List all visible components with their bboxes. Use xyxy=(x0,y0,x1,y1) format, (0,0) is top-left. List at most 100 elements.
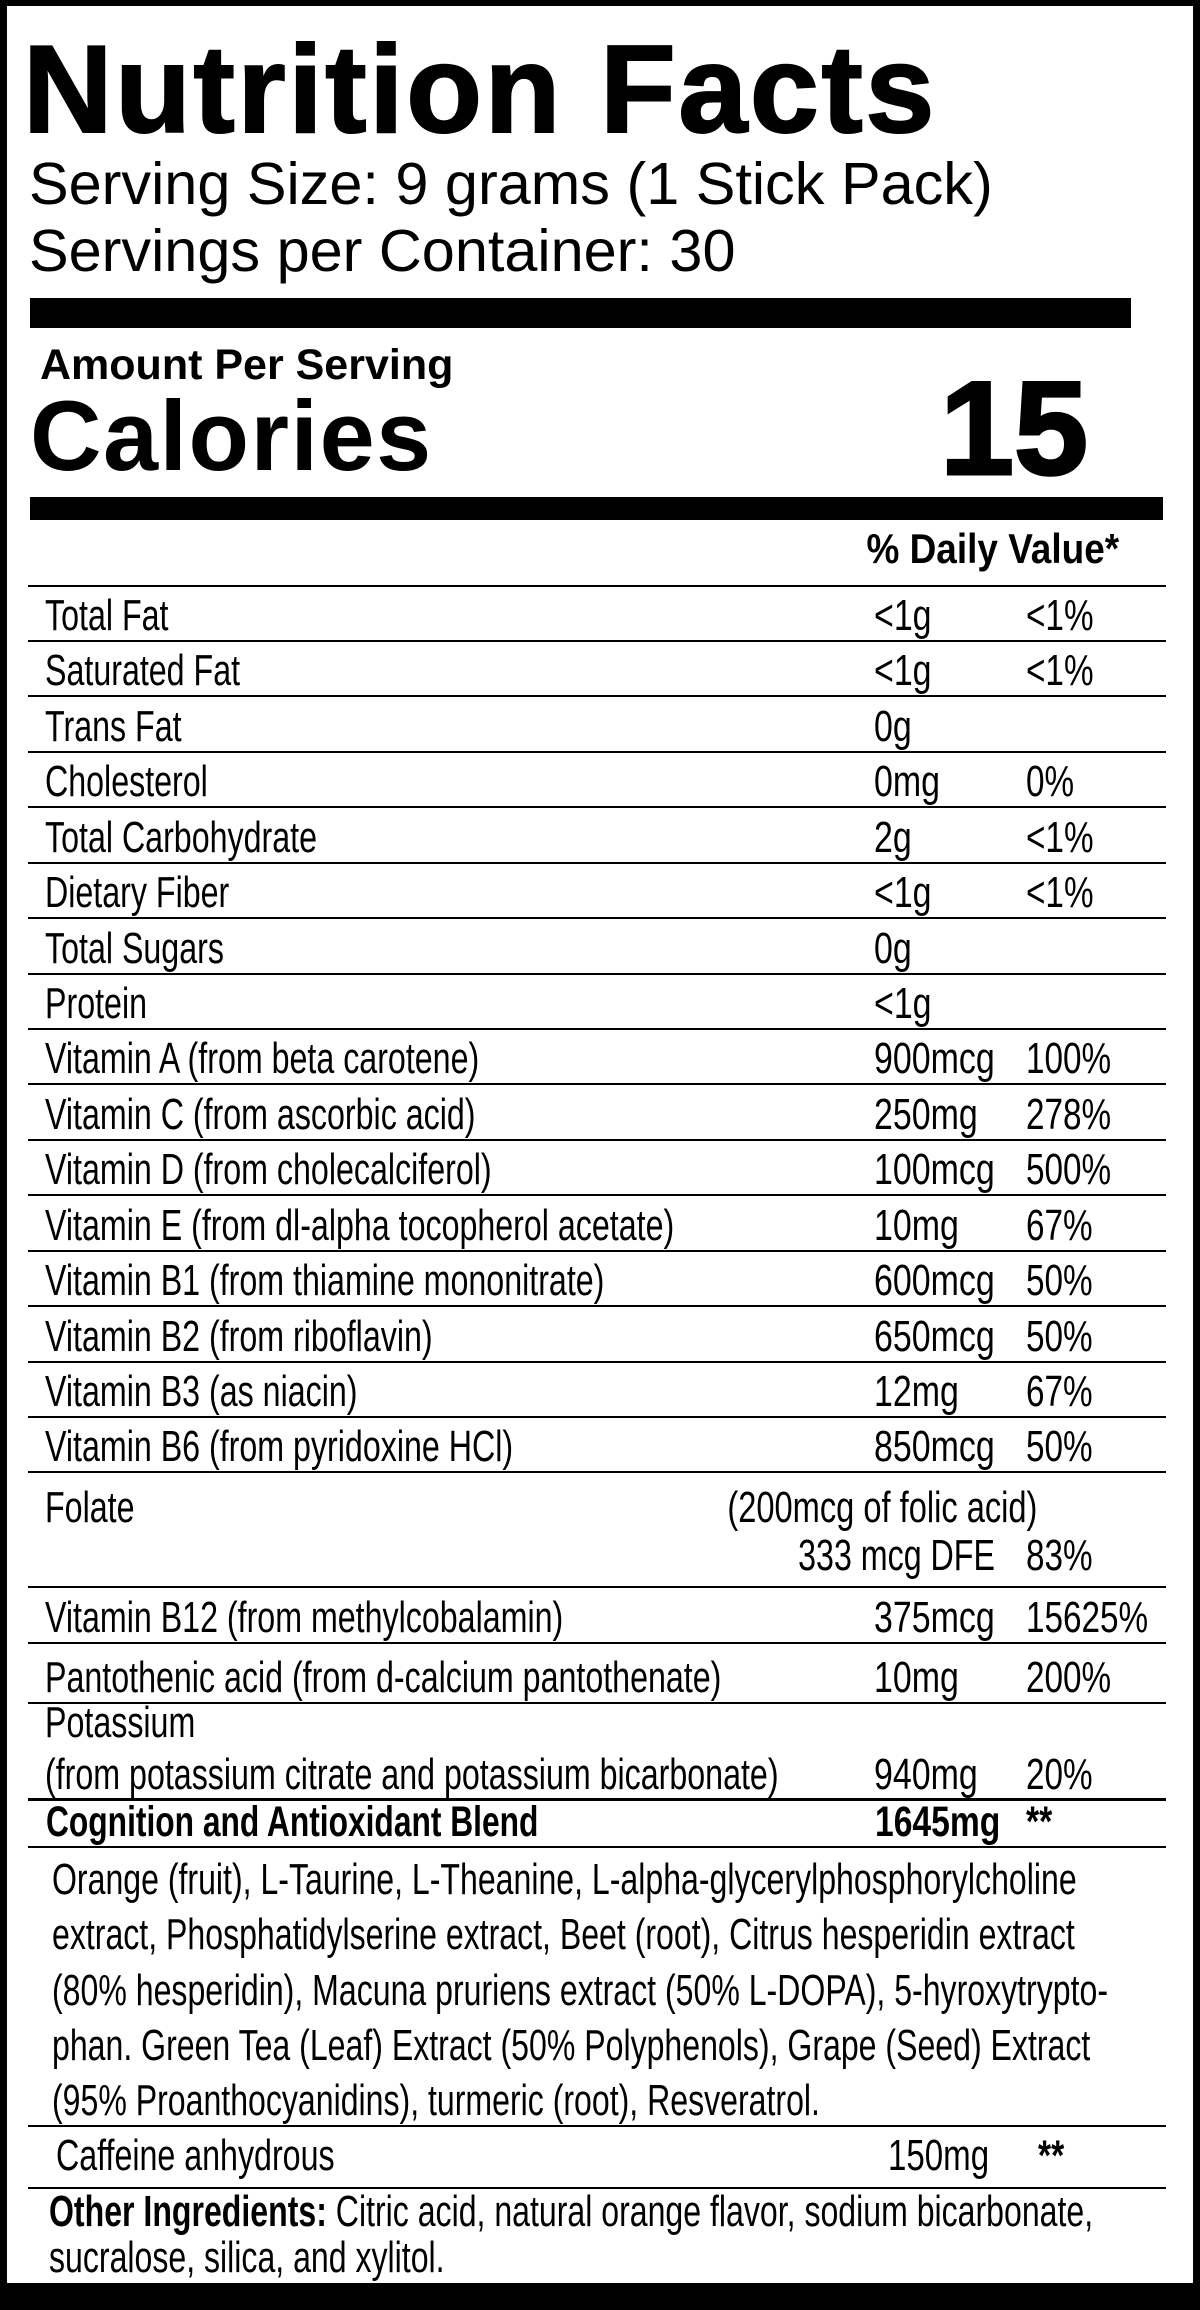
row-separator xyxy=(28,2125,1166,2127)
blend-ingredients-line: (80% hesperidin), Macuna pruriens extrac… xyxy=(52,1966,1108,2015)
nutrient-name: Vitamin B2 (from riboflavin) xyxy=(45,1313,433,1361)
table-row: Total Carbohydrate xyxy=(45,814,413,862)
nutrient-dv: 0% xyxy=(1026,758,1075,806)
table-row: Total Sugars xyxy=(45,925,287,973)
nutrient-amount: 0mg xyxy=(874,758,941,806)
row-separator xyxy=(28,1586,1166,1588)
page-title: Nutrition Facts xyxy=(22,20,937,159)
serving-size: Serving Size: 9 grams (1 Stick Pack) xyxy=(29,149,993,217)
nutrient-amount: 375mcg xyxy=(874,1594,995,1642)
row-separator xyxy=(28,1702,1166,1704)
blend-ingredients-line: extract, Phosphatidylserine extract, Bee… xyxy=(52,1911,1075,1960)
blend-ingredients-line: phan. Green Tea (Leaf) Extract (50% Poly… xyxy=(52,2021,1091,2070)
row-separator xyxy=(28,2187,1166,2189)
nutrient-name: Trans Fat xyxy=(45,703,182,751)
folate-label: Folate xyxy=(45,1484,135,1532)
nutrient-name: Cholesterol xyxy=(45,758,208,806)
row-separator xyxy=(28,806,1166,808)
nutrient-amount: 600mcg xyxy=(874,1257,995,1305)
table-row: Pantothenic acid (from d-calcium pantoth… xyxy=(45,1656,959,1701)
nutrient-amount: 650mcg xyxy=(874,1313,995,1361)
blend-label: Cognition and Antioxidant Blend xyxy=(46,1797,539,1846)
nutrient-amount: 900mcg xyxy=(874,1035,995,1083)
blend-ingredients-line: (95% Proanthocyanidins), turmeric (root)… xyxy=(52,2077,820,2126)
row-separator xyxy=(28,1471,1166,1473)
row-separator xyxy=(28,862,1166,864)
folate-dv: 83% xyxy=(1026,1532,1093,1580)
row-separator xyxy=(28,1083,1166,1085)
table-row: Vitamin E (from dl-alpha tocopherol acet… xyxy=(45,1204,895,1249)
nutrient-name: Vitamin C (from ascorbic acid) xyxy=(45,1091,476,1139)
row-separator xyxy=(28,585,1166,587)
nutrient-amount: <1g xyxy=(874,980,932,1028)
blend-amount: 1645mg xyxy=(875,1797,1001,1846)
nutrient-dv: 15625% xyxy=(1026,1594,1149,1642)
table-row: Vitamin A (from beta carotene) xyxy=(45,1035,632,1083)
nutrient-name: Total Carbohydrate xyxy=(45,814,317,862)
nutrient-amount: <1g xyxy=(874,647,932,695)
row-separator xyxy=(28,917,1166,919)
row-separator xyxy=(28,1642,1166,1644)
nutrient-amount: 100mcg xyxy=(874,1146,995,1194)
other-ingredients-line2: sucralose, silica, and xylitol. xyxy=(49,2234,445,2283)
nutrient-name: Vitamin B3 (as niacin) xyxy=(45,1368,358,1416)
nutrient-name: Protein xyxy=(45,980,147,1028)
row-separator xyxy=(28,1305,1166,1307)
nutrient-amount: 2g xyxy=(874,814,912,862)
nutrient-amount: 10mg xyxy=(874,1202,959,1250)
potassium-amount: 940mg xyxy=(874,1750,978,1799)
row-separator xyxy=(28,1846,1166,1848)
calories-value: 15 xyxy=(939,354,1090,503)
nutrient-amount: 0g xyxy=(874,925,912,973)
table-row: Vitamin B12 (from methylcobalamin) xyxy=(45,1596,745,1641)
nutrient-dv: 500% xyxy=(1026,1146,1112,1194)
border-bottom xyxy=(0,2283,1200,2310)
calories-label: Calories xyxy=(30,379,433,491)
nutrient-name: Vitamin A (from beta carotene) xyxy=(45,1035,480,1083)
table-row: Vitamin B6 (from pyridoxine HCl) xyxy=(45,1425,678,1470)
nutrient-name: Dietary Fiber xyxy=(45,869,230,917)
servings-per-container: Servings per Container: 30 xyxy=(29,216,736,284)
table-row: Vitamin D (from cholecalciferol) xyxy=(45,1148,649,1193)
nutrient-name: Vitamin B1 (from thiamine mononitrate) xyxy=(45,1257,605,1305)
other-ingredients-line1: Other Ingredients: Citric acid, natural … xyxy=(49,2187,1094,2236)
thick-rule-top xyxy=(30,298,1131,328)
nutrient-dv: 50% xyxy=(1026,1423,1093,1471)
daily-value-header: % Daily Value* xyxy=(866,525,1120,573)
table-row: Vitamin C (from ascorbic acid) xyxy=(45,1091,627,1139)
table-row: Vitamin B2 (from riboflavin) xyxy=(45,1313,569,1361)
border-right xyxy=(1193,0,1200,2310)
table-row: Cholesterol xyxy=(45,758,265,806)
border-top xyxy=(0,0,1200,6)
table-row: Vitamin B1 (from thiamine mononitrate) xyxy=(45,1257,801,1305)
nutrient-name: Total Sugars xyxy=(45,925,224,973)
table-row: Vitamin B3 (as niacin) xyxy=(45,1368,467,1416)
row-separator xyxy=(28,1361,1166,1363)
caffeine-label: Caffeine anhydrous xyxy=(56,2131,335,2180)
row-separator xyxy=(28,751,1166,753)
blend-ingredients-line: Orange (fruit), L-Taurine, L-Theanine, L… xyxy=(52,1855,1077,1904)
nutrient-dv: <1% xyxy=(1026,814,1094,862)
nutrient-name: Saturated Fat xyxy=(45,647,241,695)
nutrient-dv: 50% xyxy=(1026,1313,1093,1361)
border-left xyxy=(0,0,7,2310)
folate-amount: 333 mcg DFE xyxy=(798,1532,995,1580)
nutrient-amount: <1g xyxy=(874,592,932,640)
potassium-label: Potassium xyxy=(45,1698,196,1747)
caffeine-amount: 150mg xyxy=(888,2131,990,2180)
table-row: Total Fat xyxy=(45,594,168,639)
thick-rule-mid xyxy=(30,497,1163,520)
blend-dv: ** xyxy=(1026,1797,1053,1846)
nutrient-amount: 12mg xyxy=(874,1368,959,1416)
nutrient-dv: 100% xyxy=(1026,1035,1112,1083)
nutrient-amount: <1g xyxy=(874,869,932,917)
table-row: Protein xyxy=(45,980,183,1028)
row-separator xyxy=(28,695,1166,697)
nutrient-amount: 850mcg xyxy=(874,1423,995,1471)
row-separator xyxy=(28,640,1166,642)
potassium-dv: 20% xyxy=(1026,1750,1093,1799)
nutrient-dv: 50% xyxy=(1026,1257,1093,1305)
nutrient-dv: <1% xyxy=(1026,592,1094,640)
nutrient-dv: 278% xyxy=(1026,1091,1112,1139)
